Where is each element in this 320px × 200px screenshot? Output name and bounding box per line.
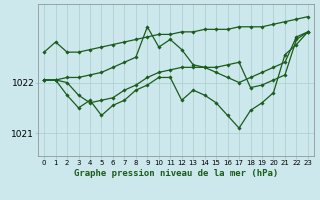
X-axis label: Graphe pression niveau de la mer (hPa): Graphe pression niveau de la mer (hPa): [74, 169, 278, 178]
